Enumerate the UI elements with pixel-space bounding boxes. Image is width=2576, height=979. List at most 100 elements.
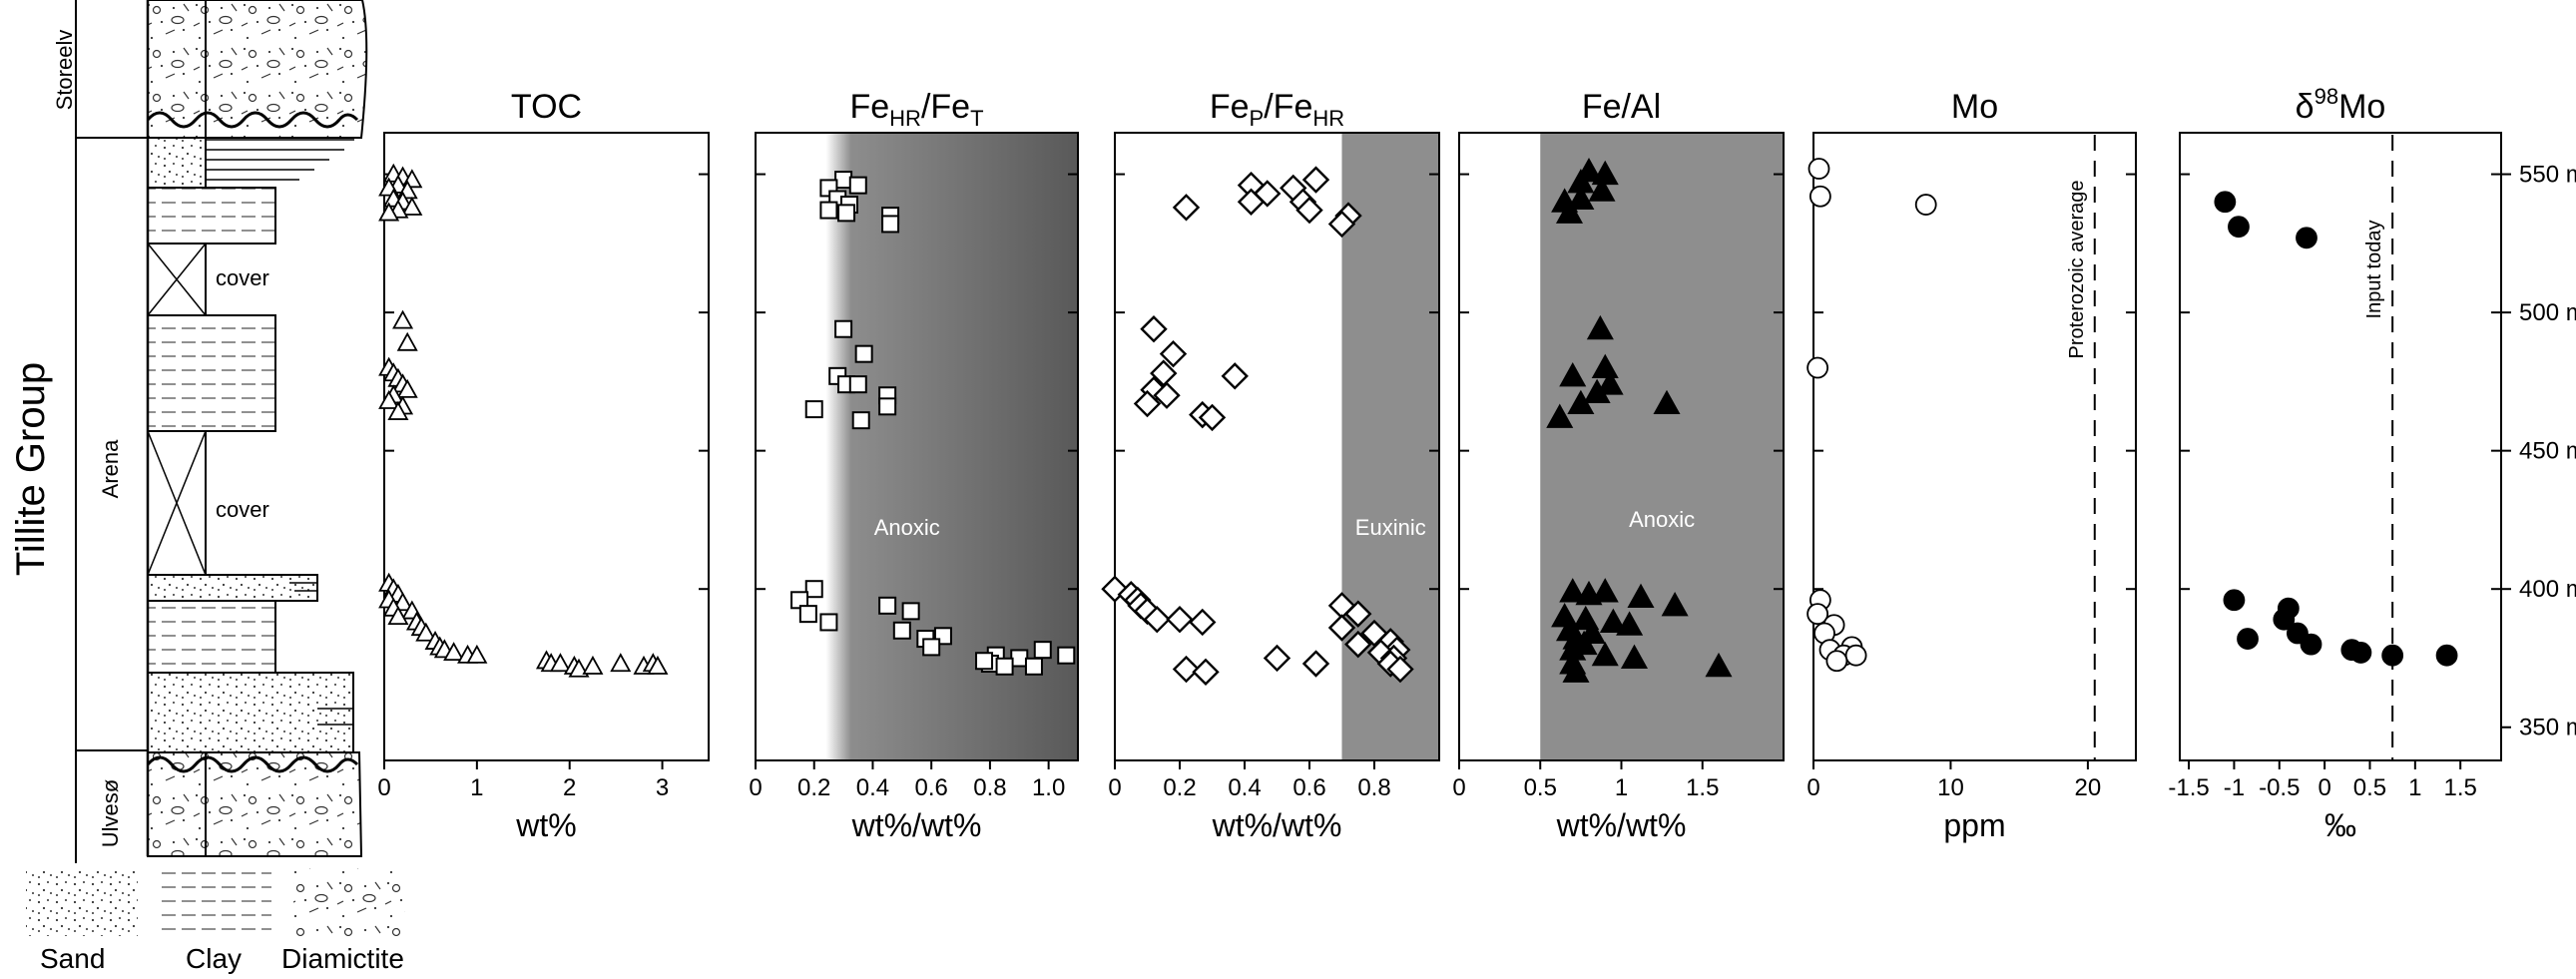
data-point — [1825, 650, 1848, 673]
data-point — [1198, 403, 1227, 432]
data-point — [1237, 188, 1266, 216]
height-tick-label: 500 m — [2519, 299, 2576, 326]
data-point — [1301, 650, 1330, 678]
data-point — [1386, 655, 1414, 684]
data-point — [1172, 194, 1201, 222]
x-tick-label: 0.8 — [1357, 774, 1390, 801]
x-tick-label: 2 — [563, 774, 576, 801]
formation-ulveso: Ulvesø — [98, 779, 123, 847]
data-point — [1562, 658, 1590, 683]
data-point — [387, 606, 409, 626]
formation-arena: Arena — [98, 439, 123, 498]
data-point — [378, 202, 400, 222]
data-point — [1555, 199, 1584, 224]
panel-fep: Euxinic 0 0.2 0.4 0.6 0.8 FeP/FeHR wt%/wt% — [1101, 88, 1440, 843]
data-point — [804, 580, 823, 599]
data-point — [1591, 641, 1619, 667]
data-point — [1159, 339, 1188, 368]
data-point — [1327, 210, 1356, 239]
data-point — [995, 657, 1014, 676]
x-tick-label: 0 — [1806, 774, 1819, 801]
x-tick-label: -0.5 — [2259, 774, 2300, 801]
data-point — [878, 596, 897, 615]
x-tick-label: 0.4 — [1228, 774, 1261, 801]
data-point — [1586, 314, 1614, 340]
data-point — [2435, 644, 2458, 667]
legend-sand-swatch — [26, 868, 138, 936]
data-point — [819, 613, 838, 632]
data-point — [901, 602, 920, 621]
data-point — [582, 655, 604, 675]
height-tick-label: 400 m — [2519, 576, 2576, 603]
x-axis-label: wt%/wt% — [851, 807, 982, 843]
data-point — [1192, 658, 1220, 687]
data-point — [1010, 649, 1029, 668]
data-point — [1546, 403, 1574, 428]
panel-frame — [1812, 132, 2137, 761]
x-tick-label: 1.5 — [1686, 774, 1719, 801]
data-point — [1172, 655, 1201, 684]
panel-title: TOC — [511, 88, 582, 126]
data-point — [1295, 196, 1323, 225]
panel-toc: 0 1 2 3 TOC wt% — [377, 88, 710, 843]
x-tick-label: 1.5 — [2443, 774, 2476, 801]
chart-panels: 0 1 2 3 TOC wt% Anoxic 0 0.2 0.4 0.6 0.8 1.0 FeHR/FeT… — [377, 84, 2502, 843]
x-tick-label: 1 — [470, 774, 483, 801]
data-point — [1189, 608, 1217, 637]
x-tick-label: 0 — [1108, 774, 1121, 801]
ulveso-diamictite-bed — [147, 751, 363, 857]
legend-diamictite-label: Diamictite — [281, 943, 404, 974]
data-point — [1033, 641, 1052, 660]
data-point — [1653, 389, 1681, 415]
x-axis-label: wt%/wt% — [1212, 807, 1342, 843]
data-point — [392, 309, 414, 329]
data-point — [610, 653, 632, 673]
legend-sand-label: Sand — [40, 943, 105, 974]
cover-label: cover — [216, 265, 269, 290]
data-point — [443, 642, 465, 662]
panel-d98mo: Input today -1.5 -1 -0.5 0 0.5 1 1.5 δ98Mo ‰ — [2168, 84, 2502, 843]
x-tick-label: 0.6 — [914, 774, 947, 801]
data-point — [1620, 644, 1649, 669]
data-point — [1143, 605, 1171, 634]
data-point — [2223, 589, 2246, 612]
data-point — [975, 652, 994, 671]
x-tick-label: 0.5 — [1524, 774, 1557, 801]
clay-bed — [147, 600, 276, 674]
data-point — [1591, 353, 1619, 379]
data-point — [834, 171, 853, 190]
data-point — [396, 378, 418, 398]
data-point — [1166, 605, 1194, 634]
data-point — [396, 331, 418, 351]
data-point — [1616, 611, 1644, 636]
panel-fehr: Anoxic 0 0.2 0.4 0.6 0.8 1.0 FeHR/FeT wt%/wt% — [749, 88, 1079, 843]
panel-title: Fe/Al — [1582, 88, 1661, 126]
data-point — [881, 215, 900, 234]
data-point — [2349, 642, 2372, 664]
data-point — [1588, 177, 1616, 202]
data-point — [1140, 315, 1168, 343]
data-point — [837, 204, 856, 223]
data-point — [1559, 578, 1587, 603]
data-point — [392, 592, 414, 612]
legend-clay-label: Clay — [186, 943, 242, 974]
data-point — [2277, 597, 2300, 620]
sand-bed — [147, 574, 318, 602]
data-point — [798, 605, 817, 624]
clay-bed — [147, 314, 276, 432]
x-tick-label: -1 — [2224, 774, 2245, 801]
data-point — [848, 176, 867, 195]
zone-label: Anoxic — [1629, 507, 1695, 532]
data-point — [848, 375, 867, 394]
height-axis: 550 m 500 m 450 m 400 m 350 m — [2501, 162, 2576, 741]
formation-storeelv: Storeelv — [52, 30, 77, 111]
data-point — [568, 658, 590, 678]
data-point — [1221, 362, 1249, 390]
zone-label: Anoxic — [874, 515, 940, 540]
data-point — [2296, 227, 2318, 249]
data-point — [2381, 644, 2404, 667]
stratigraphic-column: Tillite Group Storeelv Arena Ulvesø cove… — [9, 0, 405, 974]
legend-clay-swatch — [160, 868, 271, 936]
x-tick-label: 3 — [656, 774, 669, 801]
data-point — [1591, 578, 1619, 603]
